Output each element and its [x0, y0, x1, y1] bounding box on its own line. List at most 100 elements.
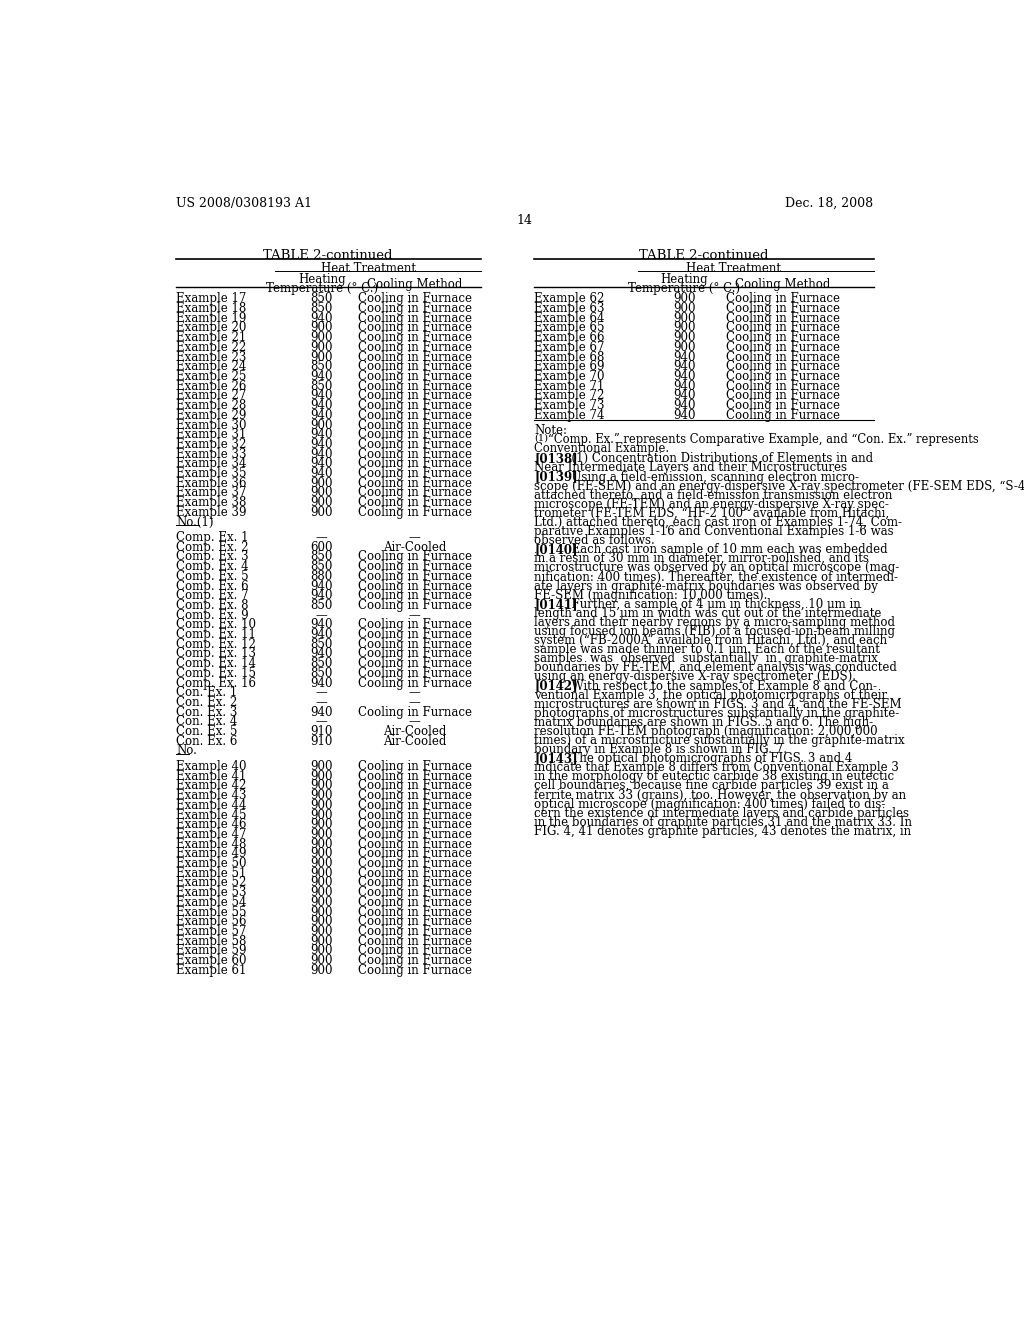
Text: Con. Ex. 4: Con. Ex. 4 — [176, 715, 238, 729]
Text: 850: 850 — [310, 560, 333, 573]
Text: Con. Ex. 5: Con. Ex. 5 — [176, 725, 238, 738]
Text: 900: 900 — [310, 896, 333, 909]
Text: system (“FB-2000A” available from Hitachi, Ltd.), and each: system (“FB-2000A” available from Hitach… — [535, 634, 887, 647]
Text: Example 40: Example 40 — [176, 760, 247, 774]
Text: Dec. 18, 2008: Dec. 18, 2008 — [785, 197, 873, 210]
Text: Cooling in Furnace: Cooling in Furnace — [357, 589, 472, 602]
Text: Comp. Ex. 1: Comp. Ex. 1 — [176, 531, 249, 544]
Text: 900: 900 — [673, 312, 695, 325]
Text: Air-Cooled: Air-Cooled — [383, 735, 446, 748]
Text: Example 26: Example 26 — [176, 380, 247, 392]
Text: Cooling in Furnace: Cooling in Furnace — [357, 944, 472, 957]
Text: 900: 900 — [310, 770, 333, 783]
Text: 940: 940 — [310, 579, 333, 593]
Text: Heating: Heating — [660, 273, 709, 286]
Text: Cooling in Furnace: Cooling in Furnace — [726, 293, 840, 305]
Text: Example 22: Example 22 — [176, 341, 247, 354]
Text: Example 74: Example 74 — [535, 409, 604, 422]
Text: 940: 940 — [673, 389, 695, 403]
Text: 900: 900 — [310, 886, 333, 899]
Text: Cooling in Furnace: Cooling in Furnace — [357, 467, 472, 480]
Text: 880: 880 — [310, 570, 333, 583]
Text: Further, a sample of 4 μm in thickness, 10 μm in: Further, a sample of 4 μm in thickness, … — [563, 598, 860, 611]
Text: Comp. Ex. 10: Comp. Ex. 10 — [176, 618, 256, 631]
Text: Example 31: Example 31 — [176, 428, 247, 441]
Text: using an energy-dispersive X-ray spectrometer (EDS).: using an energy-dispersive X-ray spectro… — [535, 671, 856, 684]
Text: Cooling in Furnace: Cooling in Furnace — [357, 838, 472, 850]
Text: Note:: Note: — [535, 424, 567, 437]
Text: Example 64: Example 64 — [535, 312, 604, 325]
Text: 900: 900 — [310, 906, 333, 919]
Text: 900: 900 — [310, 506, 333, 519]
Text: Example 21: Example 21 — [176, 331, 247, 345]
Text: Example 53: Example 53 — [176, 886, 247, 899]
Text: optical microscope (magnification: 400 times) failed to dis-: optical microscope (magnification: 400 t… — [535, 797, 886, 810]
Text: Cooling in Furnace: Cooling in Furnace — [357, 331, 472, 345]
Text: 900: 900 — [310, 760, 333, 774]
Text: Heat Treatment: Heat Treatment — [321, 263, 416, 276]
Text: Cooling in Furnace: Cooling in Furnace — [357, 370, 472, 383]
Text: Conventional Example.: Conventional Example. — [535, 442, 670, 454]
Text: 940: 940 — [310, 428, 333, 441]
Text: Cooling in Furnace: Cooling in Furnace — [357, 935, 472, 948]
Text: 900: 900 — [310, 818, 333, 832]
Text: Comp. Ex. 9: Comp. Ex. 9 — [176, 609, 249, 622]
Text: indicate that Example 8 differs from Conventional Example 3: indicate that Example 8 differs from Con… — [535, 762, 899, 775]
Text: Example 72: Example 72 — [535, 389, 604, 403]
Text: 14: 14 — [517, 214, 532, 227]
Text: 940: 940 — [310, 467, 333, 480]
Text: 940: 940 — [310, 589, 333, 602]
Text: microstructures are shown in FIGS. 3 and 4, and the FE-SEM: microstructures are shown in FIGS. 3 and… — [535, 698, 902, 710]
Text: Example 37: Example 37 — [176, 487, 247, 499]
Text: Cooling in Furnace: Cooling in Furnace — [357, 360, 472, 374]
Text: Cooling in Furnace: Cooling in Furnace — [357, 867, 472, 879]
Text: 940: 940 — [310, 628, 333, 642]
Text: 900: 900 — [310, 477, 333, 490]
Text: Cooling in Furnace: Cooling in Furnace — [357, 954, 472, 968]
Text: 900: 900 — [310, 487, 333, 499]
Text: 900: 900 — [310, 828, 333, 841]
Text: 900: 900 — [310, 944, 333, 957]
Text: Cooling in Furnace: Cooling in Furnace — [357, 351, 472, 363]
Text: Con. Ex. 3: Con. Ex. 3 — [176, 706, 238, 718]
Text: layers and their nearby regions by a micro-sampling method: layers and their nearby regions by a mic… — [535, 616, 895, 628]
Text: Cooling in Furnace: Cooling in Furnace — [357, 638, 472, 651]
Text: 940: 940 — [310, 648, 333, 660]
Text: in a resin of 30 mm in diameter, mirror-polished, and its: in a resin of 30 mm in diameter, mirror-… — [535, 552, 869, 565]
Text: using focused ion beams (FIB) of a focused-ion-beam milling: using focused ion beams (FIB) of a focus… — [535, 626, 895, 638]
Text: Cooling in Furnace: Cooling in Furnace — [357, 477, 472, 490]
Text: Comp. Ex. 13: Comp. Ex. 13 — [176, 648, 256, 660]
Text: Example 32: Example 32 — [176, 438, 247, 451]
Text: Cooling in Furnace: Cooling in Furnace — [726, 331, 840, 345]
Text: Cooling in Furnace: Cooling in Furnace — [726, 302, 840, 315]
Text: 940: 940 — [310, 409, 333, 422]
Text: 900: 900 — [310, 915, 333, 928]
Text: The optical photomicrographs of FIGS. 3 and 4: The optical photomicrographs of FIGS. 3 … — [563, 752, 852, 766]
Text: 900: 900 — [310, 925, 333, 939]
Text: Example 59: Example 59 — [176, 944, 247, 957]
Text: 900: 900 — [310, 322, 333, 334]
Text: (1): (1) — [535, 433, 548, 442]
Text: [0141]: [0141] — [535, 598, 578, 611]
Text: 940: 940 — [673, 370, 695, 383]
Text: 850: 850 — [310, 599, 333, 612]
Text: Comp. Ex. 5: Comp. Ex. 5 — [176, 570, 249, 583]
Text: matrix boundaries are shown in FIGS. 5 and 6. The high-: matrix boundaries are shown in FIGS. 5 a… — [535, 715, 873, 729]
Text: 940: 940 — [310, 457, 333, 470]
Text: Example 73: Example 73 — [535, 399, 604, 412]
Text: —: — — [409, 609, 421, 622]
Text: 900: 900 — [310, 809, 333, 821]
Text: Cooling in Furnace: Cooling in Furnace — [726, 322, 840, 334]
Text: 900: 900 — [310, 779, 333, 792]
Text: Example 61: Example 61 — [176, 964, 247, 977]
Text: scope (FE-SEM) and an energy-dispersive X-ray spectrometer (FE-SEM EDS, “S-4000”: scope (FE-SEM) and an energy-dispersive … — [535, 479, 1024, 492]
Text: Example 60: Example 60 — [176, 954, 247, 968]
Text: Cooling in Furnace: Cooling in Furnace — [357, 487, 472, 499]
Text: samples  was  observed  substantially  in  graphite-matrix: samples was observed substantially in gr… — [535, 652, 878, 665]
Text: Cooling in Furnace: Cooling in Furnace — [357, 418, 472, 432]
Text: Con. Ex. 2: Con. Ex. 2 — [176, 696, 238, 709]
Text: Cooling in Furnace: Cooling in Furnace — [357, 799, 472, 812]
Text: Cooling in Furnace: Cooling in Furnace — [357, 628, 472, 642]
Text: 900: 900 — [310, 847, 333, 861]
Text: —: — — [315, 696, 328, 709]
